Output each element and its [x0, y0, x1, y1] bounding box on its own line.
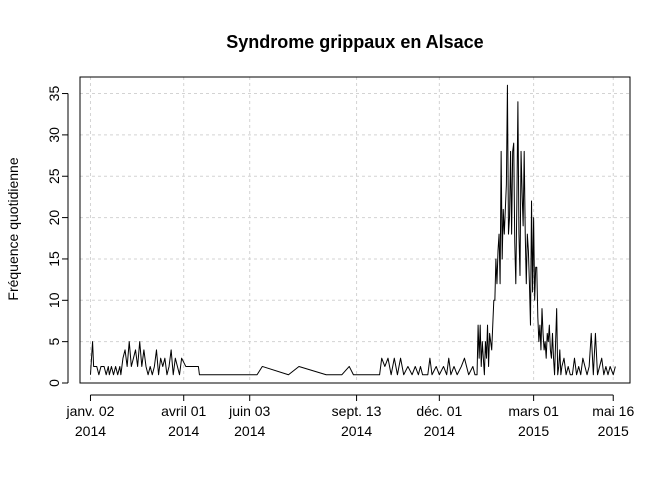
y-tick-label: 25	[46, 168, 62, 184]
x-tick-label-year: 2015	[518, 423, 549, 439]
x-tick-label-year: 2014	[424, 423, 455, 439]
series-line	[89, 84, 616, 376]
chart-title: Syndrome grippaux en Alsace	[226, 32, 483, 52]
x-tick-label-year: 2014	[341, 423, 372, 439]
x-tick-label: avril 01	[161, 403, 206, 419]
y-tick-label: 35	[46, 86, 62, 102]
x-tick-label-year: 2014	[234, 423, 265, 439]
x-tick-label: mai 16	[592, 403, 634, 419]
y-tick-label: 15	[46, 251, 62, 267]
y-axis: 0 5 10 15 20 25 30 35	[46, 86, 69, 387]
plot-frame	[79, 76, 631, 384]
y-tick-label: 10	[46, 292, 62, 308]
x-tick-label-year: 2015	[598, 423, 629, 439]
x-tick-label-year: 2014	[168, 423, 199, 439]
y-tick-label: 5	[46, 338, 62, 346]
x-tick-label: janv. 02	[65, 403, 114, 419]
y-axis-label: Fréquence quotidienne	[5, 157, 21, 300]
x-tick-label-year: 2014	[75, 423, 106, 439]
x-tick-label: juin 03	[228, 403, 270, 419]
series-layer	[89, 84, 616, 376]
grid	[80, 77, 630, 384]
x-tick-label: déc. 01	[416, 403, 462, 419]
x-tick-label: sept. 13	[332, 403, 382, 419]
y-tick-label: 30	[46, 127, 62, 143]
x-axis: janv. 02 2014 avril 01 2014 juin 03 2014 sept.…	[65, 394, 634, 439]
x-tick-label: mars 01	[508, 403, 559, 419]
y-tick-label: 20	[46, 210, 62, 226]
y-tick-label: 0	[46, 379, 62, 387]
